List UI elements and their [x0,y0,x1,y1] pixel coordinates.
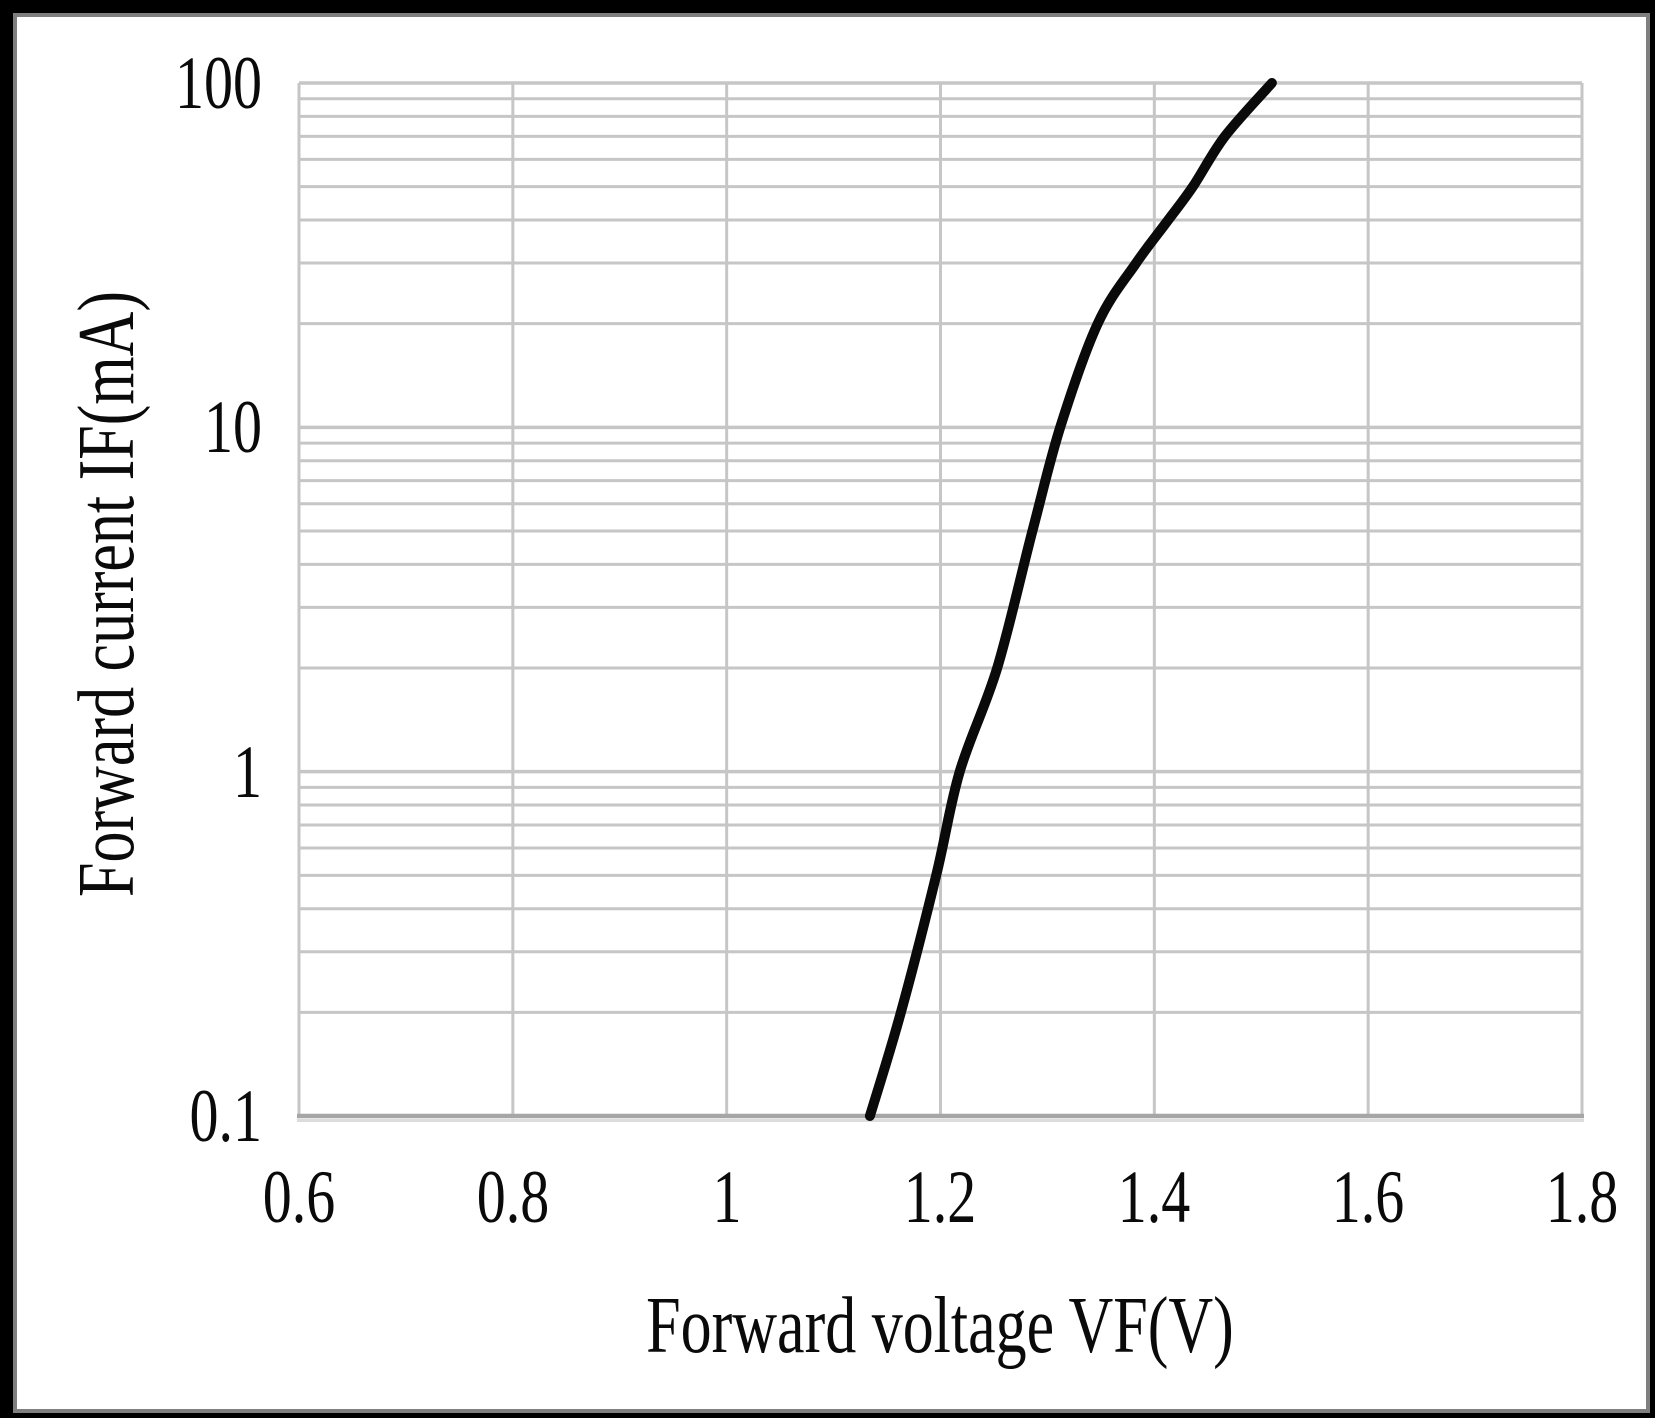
y-tick-label: 100 [175,41,262,125]
x-tick-label: 1.2 [904,1155,976,1239]
y-tick-label: 0.1 [190,1074,262,1158]
label-layer: Forward voltage VF(V) Forward current IF… [61,41,1618,1370]
y-axis-title: Forward current IF(mA) [61,291,151,897]
x-tick-label: 1 [713,1155,742,1239]
x-tick-label: 1.6 [1332,1155,1404,1239]
y-tick-label: 10 [204,385,262,469]
chart-frame [13,13,1650,1413]
x-tick-label: 0.6 [263,1155,335,1239]
y-tick-label: 1 [233,730,262,814]
x-tick-label: 1.8 [1546,1155,1618,1239]
x-tick-label: 1.4 [1118,1155,1190,1239]
curve-layer [864,78,1277,1121]
x-tick-label: 0.8 [477,1155,549,1239]
grid-layer [297,81,1584,1116]
iv-curve [864,78,1277,1121]
x-axis-title: Forward voltage VF(V) [646,1280,1234,1370]
axis-layer [297,1113,1584,1122]
